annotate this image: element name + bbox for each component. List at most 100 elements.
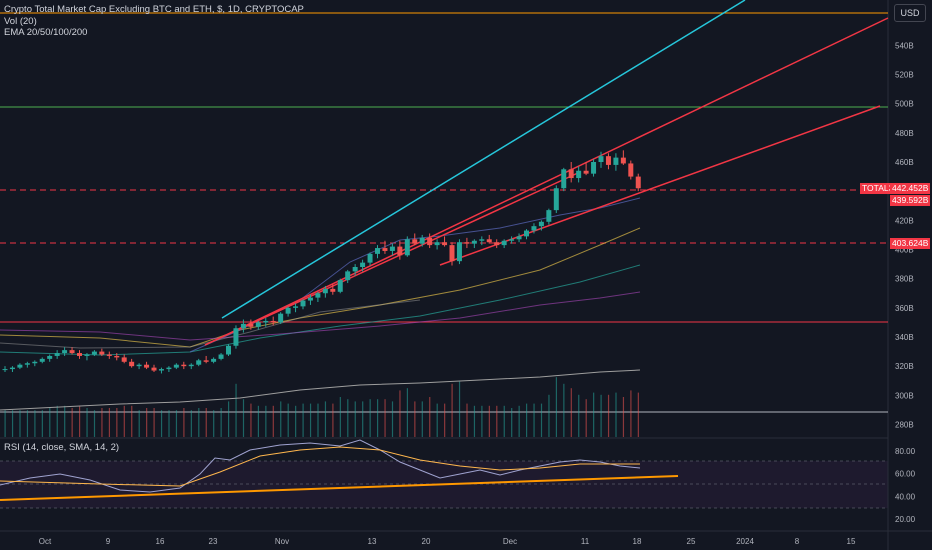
candle[interactable] (106, 351, 112, 359)
rsi-sma-line[interactable] (0, 446, 640, 487)
candle[interactable] (91, 350, 97, 356)
candle[interactable] (166, 366, 172, 372)
candle[interactable] (129, 358, 135, 368)
candle[interactable] (203, 355, 209, 364)
volume-legend[interactable]: Vol (20) (4, 15, 37, 27)
candle[interactable] (181, 361, 187, 370)
candle[interactable] (121, 354, 127, 364)
candle[interactable] (449, 242, 455, 266)
candle[interactable] (546, 208, 552, 225)
ema-legend[interactable]: EMA 20/50/100/200 (4, 27, 88, 38)
candle[interactable] (99, 348, 105, 356)
candle[interactable] (270, 316, 276, 326)
candle[interactable] (114, 353, 120, 361)
candle[interactable] (173, 363, 179, 370)
candle[interactable] (151, 364, 157, 372)
candle[interactable] (553, 185, 559, 214)
candle[interactable] (501, 239, 507, 249)
candle[interactable] (69, 347, 75, 355)
candle[interactable] (531, 223, 537, 234)
red-channel-lower[interactable] (439, 105, 881, 266)
candle[interactable] (464, 237, 470, 249)
candle[interactable] (404, 236, 410, 257)
candle[interactable] (285, 306, 291, 317)
candle[interactable] (360, 259, 366, 272)
candle[interactable] (375, 245, 380, 259)
candle[interactable] (419, 234, 425, 247)
candle[interactable] (456, 239, 462, 265)
ema-200-line[interactable] (0, 291, 641, 341)
candle[interactable] (248, 319, 254, 330)
candle[interactable] (442, 236, 448, 247)
candle[interactable] (144, 361, 150, 370)
candle[interactable] (54, 350, 60, 359)
candle[interactable] (479, 236, 485, 246)
candle[interactable] (255, 320, 261, 330)
candle[interactable] (605, 153, 611, 170)
candle[interactable] (2, 366, 8, 372)
candle[interactable] (307, 294, 313, 305)
candle[interactable] (47, 354, 53, 362)
candle[interactable] (382, 240, 388, 254)
candle[interactable] (412, 233, 418, 246)
currency-button[interactable]: USD (894, 4, 926, 22)
candle[interactable] (240, 319, 246, 333)
candle[interactable] (9, 366, 15, 372)
candle[interactable] (561, 167, 567, 192)
candle[interactable] (337, 278, 343, 294)
candle[interactable] (322, 285, 328, 298)
red-channel-upper[interactable] (204, 17, 889, 346)
candle[interactable] (293, 303, 299, 313)
candle[interactable] (613, 153, 619, 171)
candle[interactable] (434, 239, 440, 250)
ema-100-line[interactable] (0, 264, 641, 356)
candle[interactable] (77, 350, 82, 359)
candle[interactable] (598, 151, 604, 168)
candle[interactable] (471, 239, 477, 249)
candle[interactable] (486, 234, 492, 244)
ema-gray-line[interactable] (0, 299, 421, 349)
candle[interactable] (32, 360, 38, 367)
candle[interactable] (389, 243, 395, 256)
candle[interactable] (196, 358, 202, 367)
rsi-legend[interactable]: RSI (14, close, SMA, 14, 2) (4, 442, 120, 453)
candle[interactable] (591, 159, 597, 177)
candle[interactable] (226, 344, 231, 356)
candle[interactable] (620, 150, 626, 165)
candle[interactable] (583, 162, 589, 176)
ema-50-line[interactable] (0, 227, 641, 348)
red-channel-mid[interactable] (204, 171, 581, 346)
candle[interactable] (39, 357, 45, 364)
candle[interactable] (397, 240, 403, 260)
candle[interactable] (158, 367, 164, 374)
candle[interactable] (524, 229, 529, 240)
chart-title[interactable]: Crypto Total Market Cap Excluding BTC an… (4, 4, 304, 15)
candle[interactable] (576, 166, 582, 183)
candle[interactable] (62, 347, 68, 356)
candle[interactable] (233, 325, 239, 349)
candle[interactable] (84, 353, 90, 361)
candle[interactable] (352, 264, 358, 276)
candle[interactable] (188, 363, 194, 370)
candle[interactable] (315, 291, 321, 302)
candle[interactable] (568, 162, 574, 183)
candle[interactable] (509, 236, 515, 244)
rsi-trendline[interactable] (0, 475, 679, 501)
cyan-trendline[interactable] (221, 0, 746, 319)
candle[interactable] (211, 357, 217, 364)
candle[interactable] (345, 269, 351, 284)
candle[interactable] (17, 363, 23, 370)
candle[interactable] (538, 220, 544, 231)
rsi-line[interactable] (0, 439, 641, 493)
candle[interactable] (367, 252, 373, 266)
candle[interactable] (516, 233, 522, 243)
candle[interactable] (278, 312, 284, 324)
candle[interactable] (24, 361, 30, 368)
candle[interactable] (494, 239, 500, 249)
candle[interactable] (136, 363, 142, 370)
candle[interactable] (628, 160, 634, 180)
candle[interactable] (330, 284, 336, 295)
candle[interactable] (427, 233, 433, 249)
candle[interactable] (218, 353, 224, 361)
